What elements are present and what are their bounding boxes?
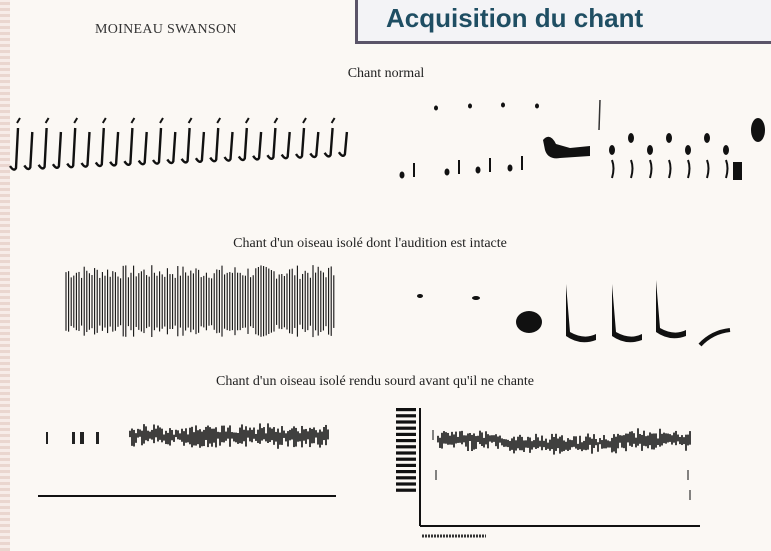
- note-tick: [217, 118, 220, 123]
- note-stroke: [296, 128, 304, 158]
- note-hook: [656, 280, 686, 338]
- note-tick: [74, 118, 77, 123]
- note-dot: [400, 172, 405, 179]
- note-dot: [628, 133, 634, 143]
- scale-bar: [396, 433, 416, 436]
- note-stroke: [225, 132, 233, 161]
- note-dot: [468, 104, 472, 109]
- note-dot: [417, 294, 423, 298]
- note-stroke: [688, 160, 690, 178]
- scale-bar: [396, 445, 416, 448]
- note-dot: [609, 145, 615, 155]
- note-stroke: [96, 128, 104, 166]
- note-stroke: [339, 132, 347, 156]
- note-stroke: [310, 132, 318, 157]
- note-blob: [543, 137, 590, 159]
- scale-bar: [396, 408, 416, 411]
- note-stroke: [239, 128, 247, 160]
- note-dot: [647, 145, 653, 155]
- note-tick: [189, 118, 192, 123]
- note-hook: [612, 284, 642, 342]
- scale-bar: [396, 482, 416, 485]
- note-dot: [685, 145, 691, 155]
- note-stroke: [210, 128, 218, 161]
- note-stroke: [631, 160, 633, 178]
- note-dot: [476, 167, 481, 174]
- note-stroke: [82, 132, 90, 167]
- note-stroke: [110, 132, 118, 165]
- note-stroke: [700, 330, 730, 345]
- scale-bar: [396, 470, 416, 473]
- note-dot: [535, 104, 539, 109]
- note-stroke: [669, 160, 671, 178]
- note-tick: [131, 118, 134, 123]
- scale-bar: [396, 464, 416, 467]
- note-stroke: [599, 100, 600, 130]
- note-hook: [566, 284, 596, 342]
- note-stroke: [67, 128, 75, 167]
- note-dot: [434, 106, 438, 111]
- note-stroke: [325, 128, 333, 156]
- scale-bar: [396, 439, 416, 442]
- noise-mark: [72, 432, 75, 444]
- note-dot: [704, 133, 710, 143]
- note-dot: [501, 103, 505, 108]
- noise-mark: [46, 432, 48, 444]
- note-stroke: [153, 128, 161, 164]
- note-stroke: [39, 128, 47, 168]
- scale-bar: [396, 451, 416, 454]
- note-stroke: [24, 132, 32, 169]
- note-stroke: [53, 132, 61, 168]
- note-tick: [303, 118, 306, 123]
- noise-mark: [96, 432, 99, 444]
- scale-bar: [396, 476, 416, 479]
- note-stroke: [707, 160, 709, 178]
- note-stroke: [282, 132, 290, 158]
- slide: {"header": {"title": "Acquisition du cha…: [0, 0, 771, 551]
- note-dot: [445, 169, 450, 176]
- note-stroke: [612, 160, 614, 178]
- note-stroke: [182, 128, 190, 162]
- note-blob: [516, 311, 542, 333]
- note-dot: [666, 133, 672, 143]
- note-tick: [160, 118, 163, 123]
- scale-bar: [396, 489, 416, 492]
- note-stroke: [196, 132, 204, 162]
- note-blob: [751, 118, 765, 142]
- scale-bar: [396, 427, 416, 430]
- scale-bar: [396, 420, 416, 423]
- note-stroke: [253, 132, 261, 159]
- note-dot: [723, 145, 729, 155]
- note-tick: [332, 118, 335, 123]
- scale-bar: [396, 458, 416, 461]
- note-stroke: [124, 128, 132, 165]
- note-stroke: [10, 128, 18, 170]
- sonograms: [0, 0, 771, 551]
- noise-mark: [80, 432, 84, 444]
- scale-bar: [396, 414, 416, 417]
- note-dot: [472, 296, 480, 300]
- note-stroke: [167, 132, 175, 163]
- note-tick: [246, 118, 249, 123]
- note-stroke: [650, 160, 652, 178]
- note-stroke: [139, 132, 147, 164]
- note-stroke: [726, 160, 728, 178]
- note-tick: [103, 118, 106, 123]
- note-stroke: [267, 128, 275, 159]
- note-blob: [733, 162, 742, 180]
- note-dot: [508, 165, 513, 172]
- note-tick: [17, 118, 20, 123]
- note-tick: [274, 118, 277, 123]
- note-tick: [46, 118, 49, 123]
